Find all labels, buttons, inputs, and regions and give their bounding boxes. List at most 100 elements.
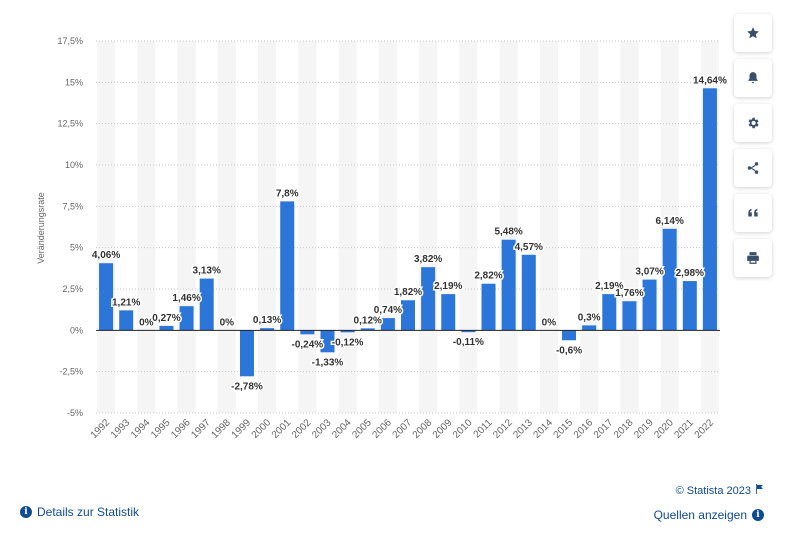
x-tick-label: 2003 bbox=[310, 417, 334, 441]
data-label: 2,19% bbox=[434, 281, 462, 292]
data-label: 0% bbox=[542, 317, 557, 328]
column-band bbox=[580, 41, 599, 413]
x-tick-label: 2008 bbox=[411, 417, 435, 441]
x-tick-label: 2006 bbox=[370, 417, 394, 441]
column-band bbox=[378, 41, 397, 413]
y-tick-label: 10% bbox=[65, 160, 83, 170]
data-label: 2,19% bbox=[595, 281, 623, 292]
x-tick-label: 2002 bbox=[290, 417, 314, 441]
x-tick-label: 1996 bbox=[169, 417, 193, 441]
data-label: -1,33% bbox=[312, 357, 344, 368]
x-tick-label: 2017 bbox=[592, 417, 616, 441]
bar-2016 bbox=[582, 325, 597, 331]
sources-label: Quellen anzeigen bbox=[653, 508, 747, 522]
data-label: 2,82% bbox=[474, 271, 502, 282]
column-band bbox=[97, 41, 116, 413]
bar-2011 bbox=[481, 283, 496, 331]
bar-2004 bbox=[340, 330, 355, 333]
bar-1997 bbox=[199, 278, 214, 331]
x-tick-label: 2013 bbox=[511, 417, 535, 441]
y-tick-label: 5% bbox=[70, 243, 83, 253]
data-label: 3,07% bbox=[635, 267, 663, 278]
bar-2017 bbox=[602, 294, 617, 331]
data-label: 14,64% bbox=[693, 75, 727, 86]
data-label: 1,82% bbox=[394, 287, 422, 298]
sidebar-toolbar bbox=[734, 14, 774, 284]
share-button[interactable] bbox=[734, 149, 772, 187]
notification-button[interactable] bbox=[734, 59, 772, 97]
data-label: -0,6% bbox=[556, 345, 582, 356]
x-tick-label: 1995 bbox=[149, 417, 173, 441]
bar-2000 bbox=[260, 328, 275, 331]
bar-2001 bbox=[280, 201, 295, 331]
data-label: -0,11% bbox=[453, 337, 484, 348]
bar-2006 bbox=[380, 318, 395, 331]
column-band bbox=[258, 41, 277, 413]
x-tick-label: 2020 bbox=[652, 417, 676, 441]
copyright-notice[interactable]: © Statista 2023 bbox=[676, 484, 764, 497]
column-band bbox=[660, 41, 679, 413]
cite-button[interactable] bbox=[734, 194, 772, 232]
data-label: 5,48% bbox=[494, 227, 522, 238]
data-label: 0,27% bbox=[152, 313, 180, 324]
y-axis-title: Veränderungsrate bbox=[36, 192, 46, 264]
data-label: 3,13% bbox=[193, 266, 221, 277]
x-tick-label: 2004 bbox=[330, 417, 354, 441]
info-icon: i bbox=[20, 506, 32, 518]
y-tick-label: 12,5% bbox=[57, 119, 83, 129]
data-label: 0% bbox=[139, 317, 154, 328]
bar-2022 bbox=[702, 88, 717, 331]
data-label: 2,98% bbox=[676, 268, 704, 279]
details-link[interactable]: i Details zur Statistik bbox=[20, 505, 139, 519]
bar-2012 bbox=[501, 239, 516, 331]
bar-2005 bbox=[360, 328, 375, 331]
details-label: Details zur Statistik bbox=[37, 505, 140, 519]
column-band bbox=[137, 41, 156, 413]
bar-2020 bbox=[662, 228, 677, 331]
bar-layer bbox=[99, 88, 717, 377]
bar-2015 bbox=[562, 330, 577, 341]
y-tick-label: 15% bbox=[65, 77, 83, 87]
print-button[interactable] bbox=[734, 239, 772, 277]
data-label: 0% bbox=[220, 317, 235, 328]
bell-icon bbox=[748, 72, 758, 84]
x-tick-label: 1993 bbox=[109, 417, 133, 441]
bar-1999 bbox=[239, 330, 254, 377]
data-label: 3,82% bbox=[414, 254, 442, 265]
column-band bbox=[539, 41, 558, 413]
column-band bbox=[338, 41, 357, 413]
x-tick-label: 2001 bbox=[270, 417, 294, 441]
x-tick-label: 2011 bbox=[472, 417, 495, 440]
bar-2013 bbox=[521, 254, 536, 331]
x-tick-label: 2009 bbox=[431, 417, 455, 441]
bar-2002 bbox=[300, 330, 315, 335]
column-band bbox=[620, 41, 639, 413]
column-band bbox=[459, 41, 478, 413]
x-tick-label: 1997 bbox=[189, 417, 213, 441]
favorite-button[interactable] bbox=[734, 14, 772, 52]
x-tick-label: 2000 bbox=[250, 417, 274, 441]
data-label: 1,76% bbox=[615, 288, 643, 299]
bar-2010 bbox=[461, 330, 476, 333]
settings-button[interactable] bbox=[734, 104, 772, 142]
data-label: 1,46% bbox=[172, 293, 200, 304]
print-icon bbox=[747, 252, 759, 264]
column-band bbox=[419, 41, 438, 413]
x-tick-label: 2018 bbox=[612, 417, 636, 441]
bar-2009 bbox=[441, 294, 456, 331]
star-icon bbox=[747, 27, 759, 39]
x-tick-label: 2021 bbox=[672, 417, 696, 441]
x-tick-label: 1992 bbox=[89, 417, 113, 441]
column-band bbox=[298, 41, 317, 413]
bar-2019 bbox=[642, 279, 657, 331]
x-tick-label: 1999 bbox=[230, 417, 254, 441]
x-tick-label: 2019 bbox=[632, 417, 656, 441]
data-label: 0,12% bbox=[354, 315, 382, 326]
label-layer: 4,06%1,21%0%0,27%1,46%3,13%0%-2,78%0,13%… bbox=[90, 74, 728, 394]
y-tick-label: 2,5% bbox=[62, 284, 83, 294]
y-tick-label: 17,5% bbox=[57, 36, 83, 46]
bar-2003 bbox=[320, 330, 335, 353]
sources-link[interactable]: Quellen anzeigen i bbox=[654, 508, 764, 522]
x-tick-label: 2015 bbox=[552, 417, 576, 441]
